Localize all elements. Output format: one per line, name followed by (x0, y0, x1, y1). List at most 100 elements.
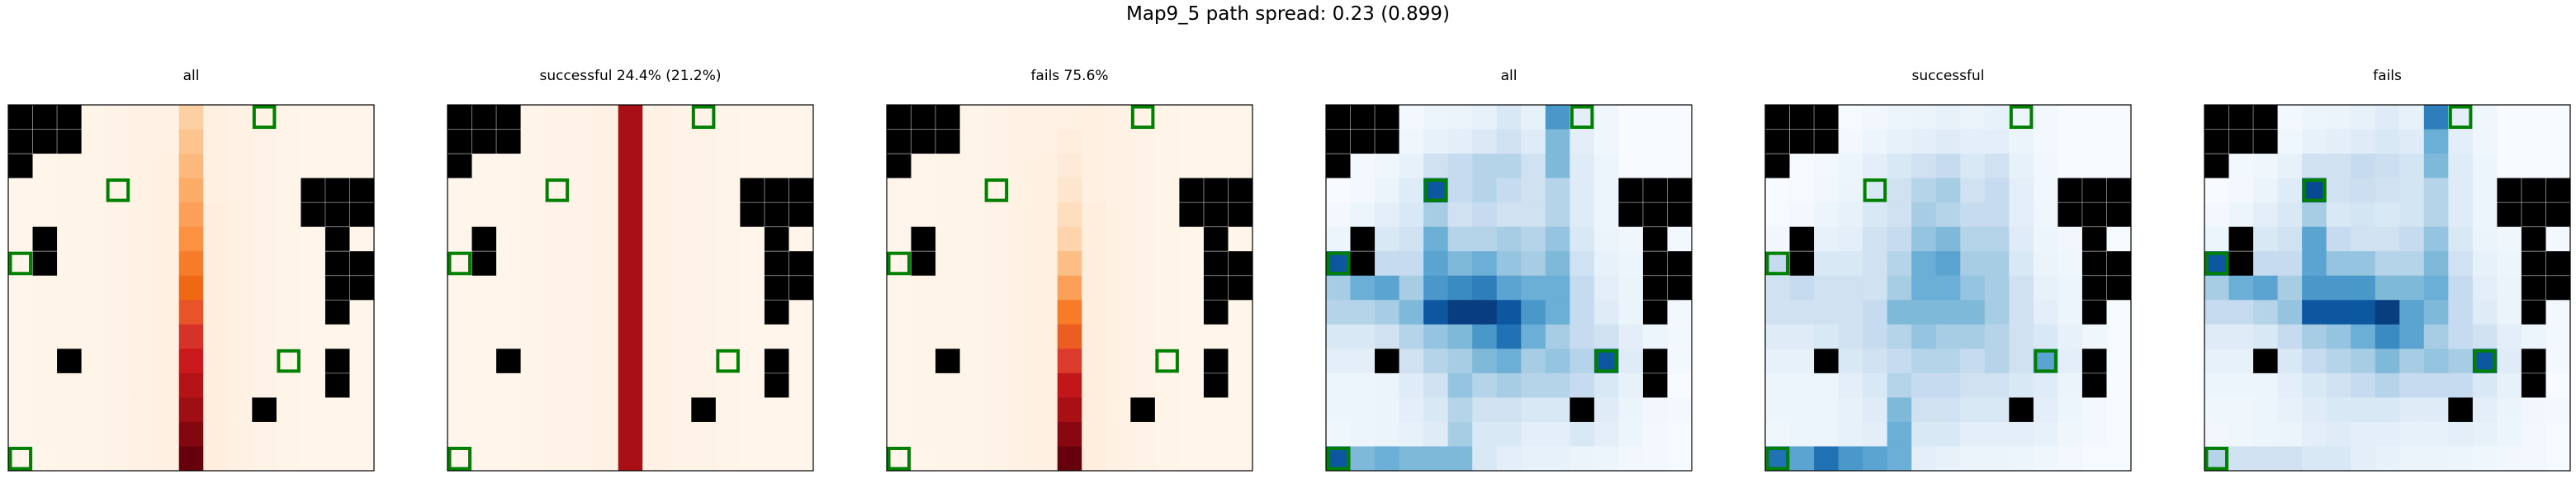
heatmap-cell (1203, 446, 1229, 472)
heatmap-cell (2228, 178, 2254, 203)
obstacle-cell (1228, 178, 1253, 203)
heatmap-cell (1228, 129, 1253, 154)
heatmap-cell (8, 178, 33, 203)
heatmap-cell (691, 349, 717, 374)
heatmap-cell (887, 397, 912, 423)
heatmap-cell (1911, 275, 1937, 301)
obstacle-cell (447, 129, 472, 154)
obstacle-cell (2448, 397, 2474, 423)
heatmap-cell (1765, 275, 1790, 301)
heatmap-cell (618, 421, 643, 447)
heatmap-cell (57, 178, 82, 203)
heatmap-cell (2253, 421, 2278, 447)
heatmap-cell (2399, 324, 2425, 349)
heatmap-cell (1423, 275, 1449, 301)
heatmap-cell (1863, 178, 1888, 203)
heatmap-cell (2033, 251, 2058, 277)
heatmap-cell (2277, 226, 2303, 252)
heatmap-cell (1057, 446, 1082, 472)
heatmap-cell (2253, 397, 2278, 423)
heatmap-cell (1375, 178, 1399, 203)
heatmap-cell (1496, 324, 1522, 349)
obstacle-cell (324, 251, 350, 277)
heatmap-cell (2277, 300, 2303, 325)
heatmap-cell (1593, 324, 1619, 349)
heatmap-cell (227, 446, 253, 472)
heatmap-cell (447, 226, 472, 252)
obstacle-cell (349, 251, 375, 277)
heatmap-cell (1154, 324, 1180, 349)
obstacle-cell (2253, 129, 2278, 154)
heatmap-cell (1375, 202, 1399, 228)
obstacle-cell (1642, 178, 1668, 203)
obstacle-cell (252, 397, 277, 423)
heatmap-cell (1472, 275, 1498, 301)
heatmap-cell (1765, 251, 1790, 277)
heatmap-cell (276, 226, 301, 252)
heatmap-cell (130, 226, 155, 252)
heatmap-cell (1472, 372, 1498, 398)
heatmap-cell (1375, 300, 1399, 325)
heatmap-cell (2302, 300, 2327, 325)
heatmap-cell (2472, 251, 2498, 277)
heatmap-cell (2326, 349, 2351, 374)
heatmap-cell (1911, 105, 1937, 130)
heatmap-cell (1472, 421, 1498, 447)
heatmap-cell (1228, 154, 1253, 178)
heatmap-cell (935, 421, 960, 447)
heatmap-cell (2057, 300, 2083, 325)
heatmap-cell (959, 421, 985, 447)
heatmap-cell (959, 154, 985, 178)
heatmap-cell (1106, 300, 1131, 325)
heatmap-cell (1033, 372, 1058, 398)
heatmap-cell (984, 421, 1010, 447)
heatmap-cell (618, 372, 643, 398)
heatmap-cell (642, 154, 668, 178)
heatmap-cell (130, 446, 155, 472)
heatmap-cell (1887, 349, 1912, 374)
obstacle-cell (764, 202, 789, 228)
heatmap-cell (740, 397, 765, 423)
heatmap-cell (911, 324, 936, 349)
heatmap-cell (666, 349, 692, 374)
heatmap-cell (1228, 421, 1253, 447)
heatmap-cell (178, 397, 204, 423)
marker-square (2448, 105, 2473, 130)
heatmap-cell (2423, 324, 2449, 349)
heatmap-cell (1814, 300, 1839, 325)
heatmap-cell (1570, 226, 1595, 252)
heatmap-cell (324, 105, 350, 130)
heatmap-cell (106, 397, 131, 423)
heatmap-cell (106, 226, 131, 252)
heatmap-cell (691, 178, 717, 203)
marker-square (1130, 105, 1155, 130)
heatmap-cell (2302, 202, 2327, 228)
heatmap-cell (81, 324, 107, 349)
heatmap-cell (642, 226, 668, 252)
heatmap-cell (1593, 226, 1619, 252)
heatmap-cell (252, 446, 277, 472)
heatmap-cell (1472, 349, 1498, 374)
heatmap-cell (2448, 202, 2474, 228)
heatmap-cell (618, 105, 643, 130)
heatmap-cell (2326, 202, 2351, 228)
heatmap-cell (2057, 226, 2083, 252)
heatmap-cell (276, 349, 301, 374)
heatmap-cell (569, 129, 594, 154)
marker-square (8, 251, 33, 276)
obstacle-cell (1203, 178, 1229, 203)
heatmap-cell (301, 421, 326, 447)
obstacle-cell (2081, 202, 2107, 228)
heatmap-cell (2448, 300, 2474, 325)
heatmap-cell (2253, 178, 2278, 203)
obstacle-cell (496, 105, 521, 130)
heatmap-cell (8, 275, 33, 301)
heatmap-cell (1399, 226, 1424, 252)
heatmap-cell (1789, 372, 1815, 398)
heatmap-cell (2057, 129, 2083, 154)
heatmap-cell (887, 421, 912, 447)
heatmap-cell (276, 300, 301, 325)
heatmap-cell (2228, 421, 2254, 447)
heatmap-cell (569, 300, 594, 325)
heatmap-cell (2326, 226, 2351, 252)
